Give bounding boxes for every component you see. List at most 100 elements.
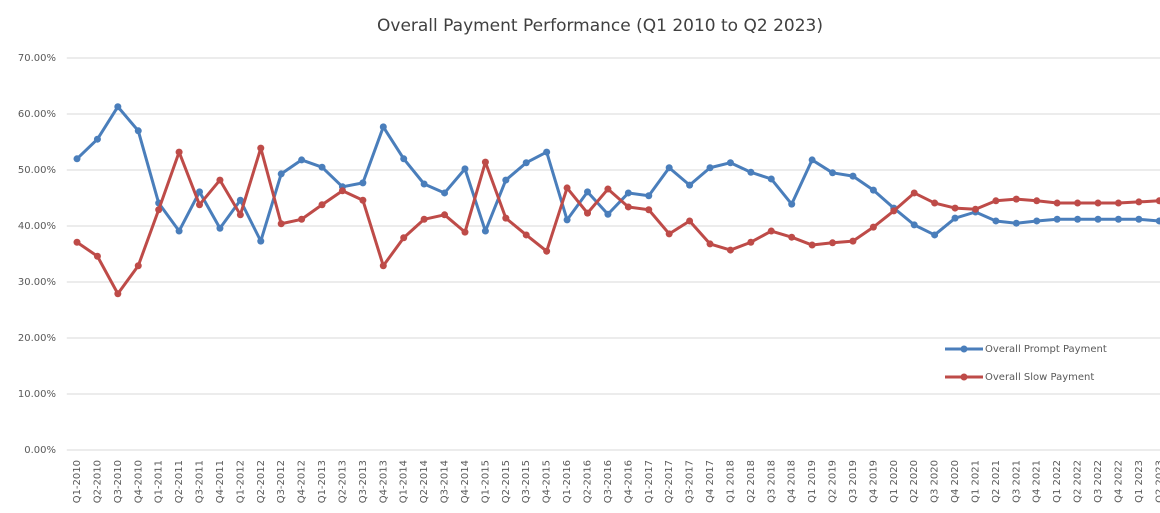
x-tick-label: Q4 2022 (1113, 460, 1124, 503)
point (808, 241, 816, 249)
point (584, 209, 591, 217)
x-tick-label: Q4 2019 (868, 460, 879, 503)
point (502, 176, 510, 184)
point (114, 290, 122, 298)
x-tick-label: Q4 2021 (1032, 460, 1043, 503)
point (624, 203, 632, 211)
point (379, 262, 387, 270)
x-tick-label: Q1-2013 (317, 460, 328, 503)
point (788, 200, 796, 208)
point (992, 197, 1000, 205)
point (196, 188, 204, 196)
x-tick-label: Q1-2012 (235, 460, 246, 503)
point (686, 181, 694, 189)
point (1155, 197, 1160, 205)
point (584, 188, 591, 196)
y-tick-label: 30.00% (18, 277, 56, 288)
point (665, 230, 673, 238)
point (1033, 217, 1041, 225)
point (338, 187, 346, 195)
legend-marker (960, 373, 968, 381)
point (747, 238, 755, 246)
y-tick-label: 20.00% (18, 333, 56, 344)
point (196, 201, 204, 209)
point (522, 159, 530, 167)
point (1135, 215, 1143, 223)
point (379, 123, 387, 131)
x-tick-label: Q2-2015 (501, 460, 512, 503)
point (951, 204, 959, 212)
point (175, 227, 183, 235)
point (992, 217, 1000, 225)
point (1094, 199, 1102, 207)
x-tick-label: Q4-2016 (623, 460, 634, 503)
x-tick-label: Q3-2012 (276, 460, 287, 503)
point (257, 237, 265, 245)
x-tick-label: Q1 2018 (725, 460, 736, 503)
x-tick-label: Q1-2011 (154, 460, 165, 503)
x-tick-label: Q3-2017 (685, 460, 696, 503)
x-tick-label: Q1 2019 (807, 460, 818, 503)
x-tick-label: Q2 2019 (828, 460, 839, 503)
x-tick-label: Q4 2018 (787, 460, 798, 503)
point (767, 227, 775, 235)
point (175, 148, 183, 156)
point (1012, 219, 1020, 227)
point (1074, 215, 1082, 223)
point (481, 227, 489, 235)
point (706, 164, 714, 172)
point (829, 239, 837, 247)
point (645, 192, 653, 200)
x-tick-label: Q2 2018 (746, 460, 757, 503)
point (359, 179, 367, 187)
x-tick-label: Q3-2010 (113, 460, 124, 503)
point (441, 189, 449, 197)
point (73, 155, 81, 163)
point (706, 240, 714, 248)
point (359, 196, 367, 204)
x-tick-label: Q4-2012 (297, 460, 308, 503)
point (298, 215, 306, 223)
point (563, 216, 571, 224)
point (808, 156, 816, 164)
y-tick-label: 60.00% (18, 109, 56, 120)
legend-label: Overall Prompt Payment (985, 344, 1107, 355)
point (951, 214, 959, 222)
y-tick-label: 50.00% (18, 165, 56, 176)
point (931, 199, 939, 207)
x-tick-label: Q2-2011 (174, 460, 185, 503)
x-tick-label: Q2-2014 (419, 460, 430, 503)
point (645, 206, 653, 214)
point (236, 196, 244, 204)
x-tick-label: Q3 2021 (1011, 460, 1022, 503)
point (216, 176, 224, 184)
x-tick-label: Q4-2010 (133, 460, 144, 503)
point (726, 246, 734, 254)
point (829, 169, 837, 177)
legend-label: Overall Slow Payment (985, 372, 1094, 383)
x-tick-label: Q1-2017 (644, 460, 655, 503)
x-tick-label: Q4-2011 (215, 460, 226, 503)
x-tick-label: Q3-2016 (603, 460, 614, 503)
y-tick-label: 70.00% (18, 53, 56, 64)
point (236, 211, 244, 219)
point (971, 205, 979, 213)
point (93, 135, 101, 143)
point (318, 163, 326, 171)
point (420, 215, 428, 223)
x-tick-label: Q3-2015 (521, 460, 532, 503)
point (543, 148, 551, 156)
point (726, 159, 734, 167)
point (277, 170, 285, 178)
point (1053, 215, 1061, 223)
point (1155, 217, 1160, 225)
point (93, 252, 101, 260)
point (543, 247, 551, 255)
point (400, 155, 408, 163)
x-tick-label: Q2 2023 (1154, 460, 1160, 503)
point (604, 185, 612, 193)
x-tick-label: Q4 2017 (705, 460, 716, 503)
point (73, 238, 81, 246)
x-tick-label: Q1 2020 (889, 460, 900, 503)
point (665, 164, 673, 172)
